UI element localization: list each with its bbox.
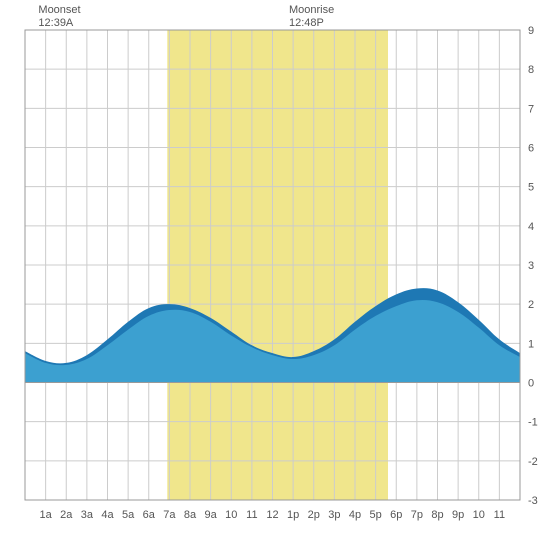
y-tick-label: -1 — [528, 417, 538, 429]
x-tick-label: 4a — [101, 509, 114, 521]
x-tick-label: 11 — [494, 509, 505, 521]
x-tick-label: 9a — [205, 509, 218, 521]
x-tick-label: 6p — [390, 509, 402, 521]
x-tick-label: 3a — [81, 509, 94, 521]
x-tick-label: 12 — [266, 509, 278, 521]
y-tick-label: -2 — [528, 456, 538, 468]
moon-event-name: Moonset — [38, 4, 80, 17]
x-tick-label: 4p — [349, 509, 361, 521]
moon-event-time: 12:39A — [38, 17, 80, 30]
moon-event-time: 12:48P — [289, 17, 334, 30]
y-tick-label: 0 — [528, 378, 534, 390]
x-tick-label: 11 — [246, 509, 257, 521]
y-tick-label: 7 — [528, 103, 534, 115]
moon-event-0: Moonset12:39A — [38, 4, 80, 30]
x-tick-label: 2a — [60, 509, 73, 521]
y-tick-label: 1 — [528, 338, 534, 350]
x-tick-label: 5a — [122, 509, 135, 521]
tide-chart: -3-2-101234567891a2a3a4a5a6a7a8a9a101112… — [0, 0, 550, 550]
x-tick-label: 9p — [452, 509, 464, 521]
y-tick-label: 2 — [528, 299, 534, 311]
y-tick-label: -3 — [528, 495, 538, 507]
x-tick-label: 8a — [184, 509, 197, 521]
moon-event-name: Moonrise — [289, 4, 334, 17]
x-tick-label: 8p — [431, 509, 443, 521]
y-tick-label: 3 — [528, 260, 534, 272]
moon-event-1: Moonrise12:48P — [289, 4, 334, 30]
x-tick-label: 10 — [225, 509, 237, 521]
y-tick-label: 9 — [528, 25, 534, 37]
x-tick-label: 6a — [143, 509, 156, 521]
y-tick-label: 6 — [528, 143, 534, 155]
y-tick-label: 4 — [528, 221, 534, 233]
chart-svg: -3-2-101234567891a2a3a4a5a6a7a8a9a101112… — [0, 0, 550, 550]
x-tick-label: 1a — [40, 509, 53, 521]
x-tick-label: 10 — [473, 509, 485, 521]
x-tick-label: 2p — [308, 509, 320, 521]
x-tick-label: 1p — [287, 509, 299, 521]
x-tick-label: 3p — [328, 509, 340, 521]
x-tick-label: 5p — [370, 509, 382, 521]
y-tick-label: 8 — [528, 64, 534, 76]
x-tick-label: 7a — [163, 509, 176, 521]
y-tick-label: 5 — [528, 182, 534, 194]
x-tick-label: 7p — [411, 509, 423, 521]
